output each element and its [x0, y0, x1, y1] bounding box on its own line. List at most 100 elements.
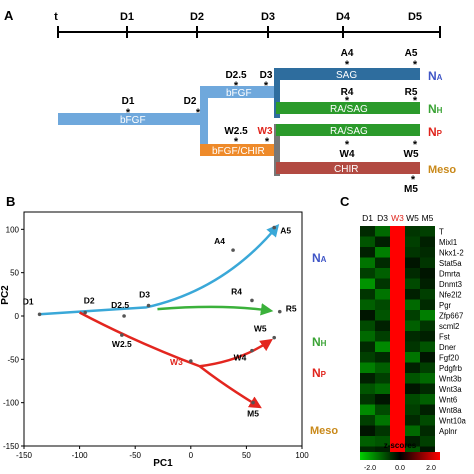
heatmap-cell — [405, 278, 420, 290]
trajectory-blue — [39, 223, 280, 316]
heatmap-gene-label: Stat5a — [439, 259, 462, 268]
heatmap-cell — [375, 320, 390, 332]
pca-outcome-meso: Meso — [310, 425, 338, 437]
bfgf-branch-connector — [200, 86, 208, 156]
heatmap-cell — [405, 373, 420, 384]
sample-label-w5: W5 — [404, 149, 419, 160]
bfgf-bar-label: bFGF — [120, 115, 146, 126]
heatmap-col-w3: W3 — [391, 213, 404, 223]
pca-point-label-w2-5: W2.5 — [112, 339, 132, 349]
heatmap-cell — [375, 436, 390, 447]
heatmap-gene-label: Pdgfrb — [439, 364, 463, 373]
heatmap-cell — [375, 373, 390, 384]
heatmap-gene-label: Wnt3a — [439, 385, 462, 394]
sample-label-w3: W3 — [258, 126, 273, 137]
pca-point-label-d2: D2 — [84, 296, 95, 306]
heatmap-cell — [420, 226, 435, 237]
heatmap-cell — [360, 299, 375, 311]
pca-outcome-na: NA — [312, 251, 327, 265]
heatmap-cell — [405, 236, 420, 248]
trajectory-green — [157, 303, 274, 316]
heatmap-cell — [405, 404, 420, 416]
pca-point-label-w3: W3 — [170, 357, 183, 367]
pca-trajectories — [39, 223, 280, 409]
heatmap-cell — [360, 289, 375, 300]
heatmap-cell — [420, 268, 435, 279]
heatmap-gene-label: T — [439, 228, 444, 237]
heatmap-gene-label: Aplnr — [439, 427, 458, 436]
y-tick-label: 100 — [6, 225, 20, 234]
heatmap-cell — [405, 341, 420, 353]
heatmap-cell — [420, 436, 435, 447]
heatmap-cell — [375, 299, 390, 311]
sample-star-w5: * — [413, 139, 418, 151]
heatmap-cell — [360, 331, 375, 342]
heatmap-cell — [420, 310, 435, 321]
pca-point-r5 — [277, 309, 282, 314]
heatmap-cell — [405, 415, 420, 426]
y-tick-label: 50 — [10, 269, 19, 278]
timeline-ticks — [57, 26, 441, 38]
heatmap-cell — [420, 289, 435, 300]
heatmap-gene-label: Mixl1 — [439, 238, 457, 247]
heatmap-cell — [420, 299, 435, 311]
heatmap-cell — [405, 320, 420, 332]
pca-xlabel: PC1 — [153, 458, 173, 469]
heatmap-cell — [405, 257, 420, 269]
heatmap-col-m5: M5 — [422, 213, 434, 223]
colorbar-tick-mid: 0.0 — [395, 465, 405, 472]
heatmap-cell — [375, 289, 390, 300]
y-tick-label: -50 — [7, 355, 19, 364]
heatmap-cell — [360, 446, 375, 458]
heatmap-cells — [360, 226, 435, 458]
sag-branch-connector — [274, 68, 280, 118]
heatmap-cell — [360, 310, 375, 321]
heatmap-cell — [390, 436, 405, 447]
panel-c-label: C — [340, 194, 350, 209]
heatmap-cell — [405, 247, 420, 258]
chir-branch-connector — [274, 124, 280, 176]
heatmap-gene-label: Wnt6 — [439, 396, 457, 405]
heatmap-cell — [405, 436, 420, 447]
rasag-bar-2 — [276, 124, 420, 136]
sample-star-m5: * — [411, 174, 416, 186]
pca-plot-frame — [23, 211, 303, 447]
heatmap-cell — [390, 247, 405, 258]
heatmap-cell — [405, 310, 420, 321]
x-tick-label: 0 — [189, 451, 194, 460]
sample-label-m5: M5 — [404, 184, 418, 195]
pca-points: D1 D2 D2.5 D3 A4 A5 R4 R5 W2.5 W3 W4 W5 M5 — [23, 226, 297, 419]
y-tick-label: -100 — [3, 399, 20, 408]
heatmap-cell — [390, 362, 405, 374]
heatmap-cell — [390, 446, 405, 458]
rasag-bar-1-label: RA/SAG — [330, 104, 368, 115]
chir-bar — [276, 162, 420, 174]
outcome-meso: Meso — [428, 164, 456, 176]
pca-point-d2 — [83, 310, 87, 315]
pca-point-label-a4: A4 — [214, 236, 225, 246]
pca-point-w5 — [272, 335, 277, 340]
heatmap-cell — [360, 257, 375, 269]
y-tick-label: -150 — [3, 442, 20, 451]
sample-star-w25: * — [234, 136, 239, 148]
pca-point-a4 — [231, 248, 235, 252]
heatmap-cell — [390, 341, 405, 353]
pca-outcome-nh: NH — [312, 335, 327, 349]
sample-star-r4: * — [345, 95, 350, 107]
colorbar — [360, 452, 440, 460]
heatmap-cell — [360, 404, 375, 416]
heatmap-cell — [375, 404, 390, 416]
heatmap-cell — [390, 310, 405, 321]
heatmap-cell — [420, 415, 435, 426]
pca-point-label-w5: W5 — [254, 324, 267, 334]
heatmap-cell — [405, 446, 420, 458]
heatmap-cell — [390, 383, 405, 395]
pca-point-label-a5: A5 — [280, 226, 291, 236]
bfgf-bar — [58, 113, 208, 125]
heatmap-cell — [405, 383, 420, 395]
pca-point-label-d3: D3 — [139, 290, 150, 300]
bfgf-upper-bar — [200, 86, 276, 98]
sag-bar-label: SAG — [336, 70, 357, 81]
timeline-label-d3: D3 — [261, 11, 275, 23]
